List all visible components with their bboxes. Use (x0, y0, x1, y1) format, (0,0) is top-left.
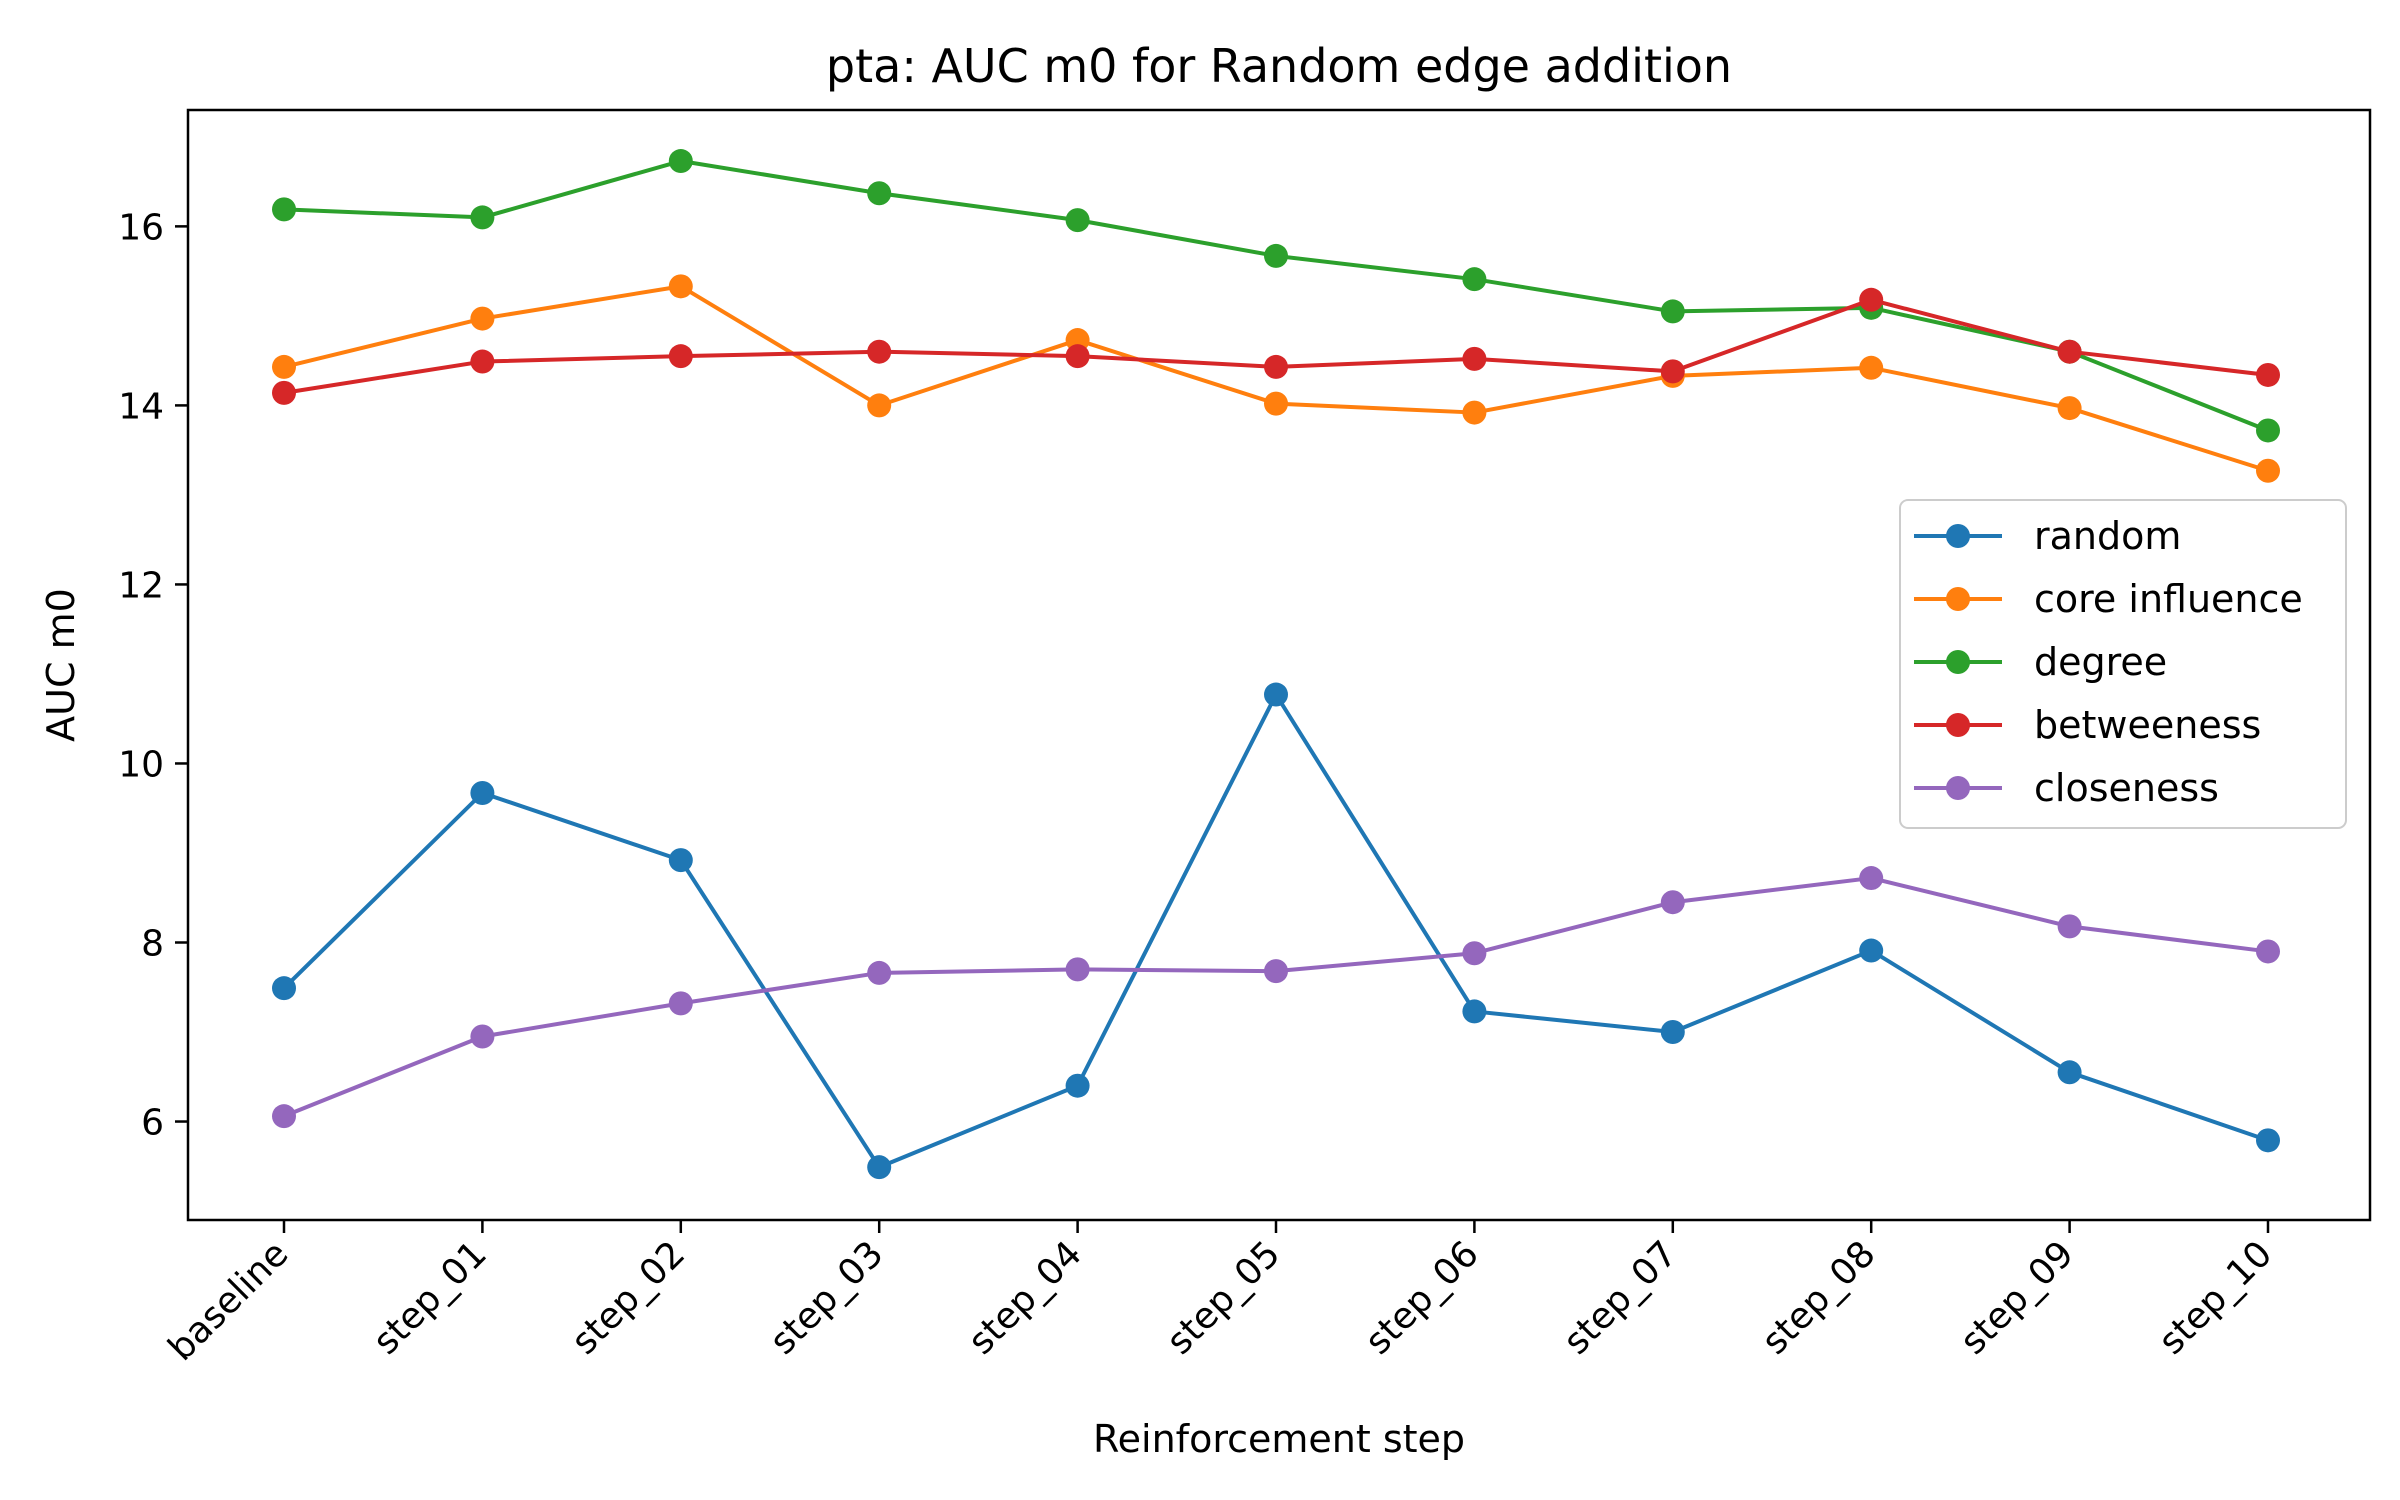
legend-item-degree: degree (1914, 640, 2167, 684)
legend-item-core-influence: core influence (1914, 577, 2303, 621)
data-point-core-influence (1462, 400, 1487, 425)
data-point-closeness (470, 1024, 495, 1049)
data-point-random (272, 976, 296, 1001)
data-point-betweeness (867, 339, 892, 364)
data-point-degree (1065, 208, 1090, 233)
data-point-random (867, 1155, 892, 1180)
plot-frame (186, 108, 2372, 1222)
legend-item-betweeness: betweeness (1914, 703, 2261, 747)
data-point-closeness (272, 1104, 296, 1129)
legend-frame (1899, 499, 2347, 829)
data-point-betweeness (470, 349, 495, 374)
data-point-closeness (1859, 866, 1884, 891)
data-point-closeness (1660, 890, 1685, 915)
data-point-core-influence (2057, 396, 2082, 421)
data-point-random (1859, 938, 1884, 963)
legend-label: core influence (2034, 577, 2303, 621)
data-point-betweeness (1065, 344, 1090, 369)
data-point-closeness (2256, 939, 2280, 964)
legend-item-closeness: closeness (1914, 766, 2219, 810)
legend-label: betweeness (2034, 703, 2261, 747)
data-point-random (668, 848, 693, 873)
data-point-degree (1264, 243, 1288, 268)
y-tick-label: 10 (118, 744, 164, 785)
legend-swatch-marker (1946, 776, 1970, 800)
series-betweeness (272, 287, 2280, 405)
y-axis-label: AUC m0 (39, 588, 83, 742)
legend: random core influence degree betweeness clos… (1899, 499, 2347, 829)
legend-label: closeness (2034, 766, 2219, 810)
data-point-closeness (668, 991, 693, 1016)
data-point-degree (1660, 299, 1685, 324)
data-point-core-influence (272, 354, 296, 379)
data-point-betweeness (668, 344, 693, 369)
data-point-degree (867, 181, 892, 206)
data-point-core-influence (1264, 391, 1288, 416)
y-tick-label: 6 (141, 1103, 164, 1144)
y-tick-label: 12 (118, 565, 164, 606)
data-point-random (2256, 1128, 2280, 1153)
data-point-closeness (867, 960, 892, 985)
x-axis-label: Reinforcement step (1093, 1417, 1465, 1461)
data-point-core-influence (1859, 355, 1884, 380)
data-point-random (2057, 1060, 2082, 1085)
data-point-degree (2256, 418, 2280, 443)
legend-swatch-marker (1946, 587, 1970, 611)
data-point-random (470, 781, 495, 806)
data-point-closeness (1264, 959, 1288, 984)
series-core-influence (272, 274, 2280, 483)
data-point-random (1065, 1073, 1090, 1098)
data-point-core-influence (668, 274, 693, 299)
legend-label: degree (2034, 640, 2167, 684)
data-point-core-influence (867, 393, 892, 418)
data-point-core-influence (2256, 458, 2280, 483)
data-point-random (1264, 682, 1288, 707)
legend-label: random (2034, 514, 2181, 558)
series-random (272, 682, 2280, 1180)
y-tick-label: 8 (141, 924, 164, 965)
data-point-degree (668, 149, 693, 174)
legend-swatch-marker (1946, 524, 1970, 548)
y-tick-label: 16 (118, 207, 164, 248)
data-point-betweeness (2256, 362, 2280, 387)
data-point-betweeness (1660, 359, 1685, 384)
data-point-degree (272, 197, 296, 222)
y-axis: 6 8 10 12 14 16 (118, 207, 188, 1144)
data-point-closeness (1065, 957, 1090, 982)
legend-swatch-marker (1946, 713, 1970, 737)
data-point-closeness (1462, 941, 1487, 966)
data-point-closeness (2057, 914, 2082, 939)
data-point-betweeness (2057, 339, 2082, 364)
data-point-betweeness (1264, 354, 1288, 379)
data-point-betweeness (1859, 287, 1884, 312)
y-tick-label: 14 (118, 386, 164, 427)
series-closeness (272, 866, 2280, 1129)
data-point-random (1660, 1020, 1685, 1045)
legend-swatch-marker (1946, 650, 1970, 674)
data-point-degree (1462, 267, 1487, 292)
data-point-core-influence (470, 306, 495, 331)
series-layer (272, 149, 2280, 1180)
legend-items: random core influence degree betweeness clos… (1914, 514, 2303, 810)
data-point-random (1462, 999, 1487, 1024)
data-point-betweeness (1462, 346, 1487, 371)
chart-title: pta: AUC m0 for Random edge addition (826, 39, 1732, 93)
data-point-degree (470, 205, 495, 230)
data-point-betweeness (272, 380, 296, 405)
legend-item-random: random (1914, 514, 2181, 558)
